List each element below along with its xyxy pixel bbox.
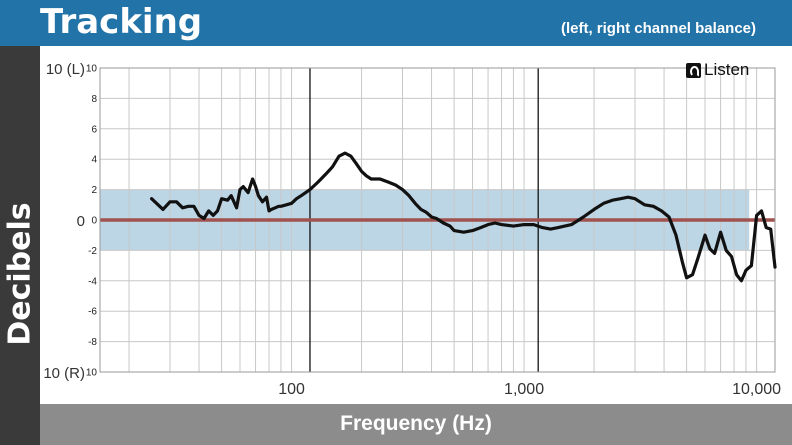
plot-border [99, 67, 776, 373]
header-bar: Tracking (left, right channel balance) [0, 0, 792, 46]
y-tick-label: 4 [91, 155, 97, 166]
tracking-series-line [150, 151, 777, 283]
y-tick-label: -6 [88, 307, 97, 318]
y-tick-label: -2 [88, 246, 97, 257]
y-outer-label: 0 [77, 213, 85, 230]
y-tick-label: 2 [91, 185, 97, 196]
y-outer-label: 10 (R) [43, 365, 85, 382]
y-tick-label: 8 [91, 94, 97, 105]
y-tick-label: 10 [86, 368, 98, 379]
page-title: Tracking [40, 2, 203, 42]
ear-icon [686, 62, 701, 78]
x-tick-label: 10,000 [732, 381, 781, 398]
page-subtitle: (left, right channel balance) [560, 20, 756, 37]
y-tick-label: 10 [86, 64, 98, 75]
y-tick-label: -8 [88, 337, 97, 348]
y-axis-label-bar: Decibels [0, 46, 40, 445]
listen-logo: Listen [686, 60, 749, 80]
x-axis-label: Frequency (Hz) [340, 412, 492, 435]
logo-text: Listen [704, 60, 750, 79]
x-tick-label: 1,000 [504, 381, 544, 398]
y-tick-label: 0 [91, 216, 97, 227]
x-tick-label: 100 [278, 381, 305, 398]
y-tick-label: -4 [88, 276, 97, 287]
y-outer-label: 10 (L) [46, 61, 85, 78]
x-axis-label-bar: Frequency (Hz) [40, 404, 792, 445]
y-tick-label: 6 [91, 124, 97, 135]
